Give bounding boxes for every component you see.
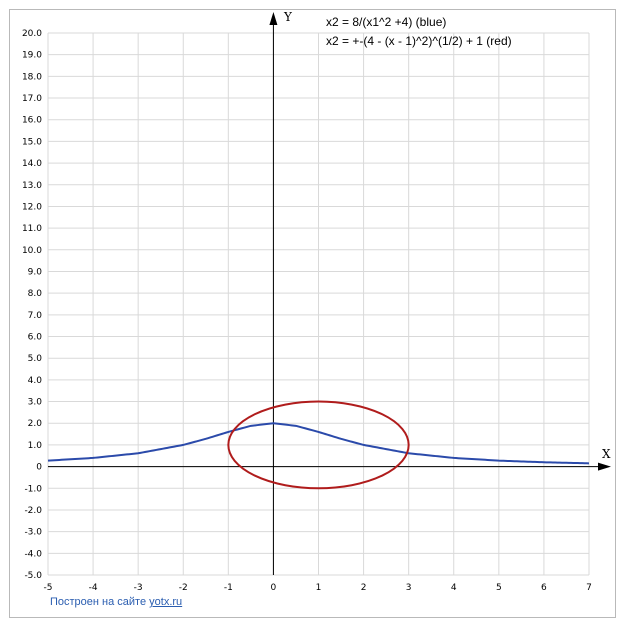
y-tick-label: 9.0 xyxy=(28,267,43,277)
footer-credit: Построен на сайте yotx.ru xyxy=(50,596,182,608)
x-tick-label: -3 xyxy=(134,583,143,593)
y-axis-arrow xyxy=(269,12,278,25)
legend-entry-blue: x2 = 8/(x1^2 +4) (blue) xyxy=(326,15,446,29)
y-tick-label: 20.0 xyxy=(22,29,42,39)
chart-frame xyxy=(9,9,616,618)
legend-entry-red: x2 = +-(4 - (x - 1)^2)^(1/2) + 1 (red) xyxy=(326,34,512,48)
y-tick-label: 2.0 xyxy=(28,419,43,429)
x-tick-label: -1 xyxy=(224,583,233,593)
x-axis-arrow xyxy=(598,462,611,471)
site-link[interactable]: yotx.ru xyxy=(149,596,183,608)
y-tick-label: 17.0 xyxy=(22,94,42,104)
x-tick-label: -5 xyxy=(44,583,53,593)
y-tick-label: -1.0 xyxy=(24,484,42,494)
series-blue-curve xyxy=(47,422,590,465)
plot-area xyxy=(47,400,590,490)
x-tick-label: 4 xyxy=(451,583,457,593)
y-tick-label: 8.0 xyxy=(28,289,43,299)
grid xyxy=(47,32,590,576)
y-tick-label: 6.0 xyxy=(28,333,43,343)
y-tick-label: 12.0 xyxy=(22,202,42,212)
y-tick-label: -4.0 xyxy=(24,549,42,559)
footer-prefix: Построен на сайте xyxy=(50,596,147,608)
y-tick-label: 10.0 xyxy=(22,246,42,256)
x-tick-label: 2 xyxy=(361,583,367,593)
y-tick-label: 18.0 xyxy=(22,72,42,82)
y-tick-label: 4.0 xyxy=(28,376,43,386)
x-tick-label: 7 xyxy=(586,583,592,593)
y-tick-label: 11.0 xyxy=(22,224,42,234)
y-tick-label: 15.0 xyxy=(22,137,42,147)
tick-labels: -5 -4 -3 -2 -1 0 1 2 3 4 5 6 7 20.0 19.0 18.0 17.0 16.0 15… xyxy=(22,29,592,593)
x-tick-label: -2 xyxy=(179,583,188,593)
y-tick-label: -2.0 xyxy=(24,506,42,516)
y-tick-label: 16.0 xyxy=(22,116,42,126)
series-red-circle xyxy=(227,400,410,490)
x-tick-label: 3 xyxy=(406,583,412,593)
y-tick-label: 19.0 xyxy=(22,51,42,61)
y-tick-label: 3.0 xyxy=(28,398,43,408)
y-tick-label: 7.0 xyxy=(28,311,43,321)
x-tick-label: -4 xyxy=(89,583,98,593)
y-tick-label: 5.0 xyxy=(28,354,43,364)
y-axis-label: Y xyxy=(283,10,293,24)
x-axis-label: X xyxy=(602,447,611,461)
y-tick-label: 14.0 xyxy=(22,159,42,169)
x-tick-label: 5 xyxy=(496,583,502,593)
y-tick-label: -5.0 xyxy=(24,571,42,581)
y-tick-label: -3.0 xyxy=(24,528,42,538)
y-tick-label: 1.0 xyxy=(28,441,43,451)
y-tick-label: 0 xyxy=(36,463,42,473)
x-tick-label: 6 xyxy=(541,583,547,593)
x-tick-label: 1 xyxy=(316,583,322,593)
y-tick-label: 13.0 xyxy=(22,181,42,191)
x-tick-label: 0 xyxy=(271,583,277,593)
